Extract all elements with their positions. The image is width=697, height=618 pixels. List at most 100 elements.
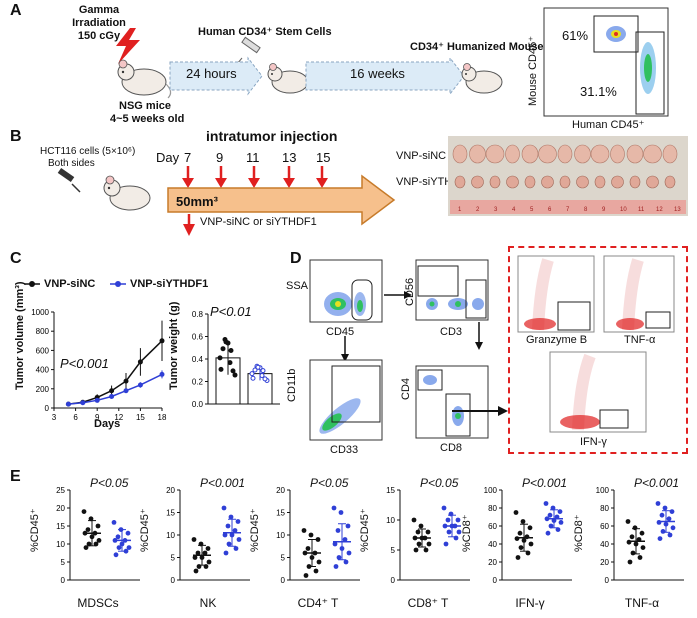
d-cd11b: CD11b (286, 368, 298, 402)
panel-label-a: A (10, 2, 22, 19)
data-point (217, 355, 223, 361)
y-tick-label: 20 (488, 558, 497, 567)
data-point (527, 525, 533, 531)
data-point (137, 382, 143, 388)
data-point (336, 555, 342, 560)
data-point (515, 555, 521, 560)
day-label: Day (156, 150, 180, 165)
arrow-d3 (475, 322, 483, 350)
data-point (423, 547, 429, 553)
scatter-plot-4: %CD45⁺ P<0.05 CD8⁺ T 0 5 10 15 (359, 470, 478, 618)
data-point (525, 550, 531, 556)
y-tick-label: 20 (600, 558, 609, 567)
e-plot: 0 5 10 15 20 (276, 486, 360, 585)
e-plot: 0 20 40 60 80 100 (596, 486, 684, 585)
data-point (315, 537, 321, 542)
data-point (343, 559, 349, 565)
scatter-plot-2: %CD45⁺ P<0.001 NK 0 5 10 15 20 (139, 470, 258, 618)
data-point (342, 537, 348, 542)
timeline-arrow (167, 174, 396, 226)
y-tick-label: 40 (488, 540, 497, 549)
x-tick-label: 15 (136, 413, 145, 422)
tumor-nc (521, 144, 539, 164)
y-tick-label: 5 (391, 546, 396, 555)
tumor-nc (485, 144, 505, 164)
injection-arrows (182, 166, 328, 188)
e-plot: 0 5 10 15 20 (166, 486, 250, 585)
data-point (249, 371, 255, 377)
line-ylabel: Tumor volume (mm³) (14, 281, 26, 390)
e-xlabel: NK (199, 596, 217, 610)
data-point (123, 388, 129, 394)
line-pval: P<0.001 (60, 356, 109, 371)
e-ylabel: %CD45⁺ (139, 508, 151, 552)
panel-label-d: D (290, 250, 302, 267)
tumor-nc (557, 144, 573, 164)
data-point (236, 537, 242, 542)
d-ifn: IFN-γ (580, 436, 607, 448)
data-point (513, 510, 519, 515)
ruler-tick: 7 (566, 207, 570, 213)
tumor-si (646, 175, 659, 189)
day-13: 13 (282, 150, 297, 165)
data-point (345, 523, 351, 529)
tumor-si (664, 175, 676, 189)
x-tick-label: 18 (158, 413, 167, 422)
data-point (548, 523, 554, 529)
ruler: 1 2 3 4 5 6 7 8 9 10 11 12 13 (458, 207, 681, 213)
data-point (517, 530, 523, 536)
data-point (415, 529, 421, 535)
tumor-si (506, 175, 519, 189)
y-tick-label: 0 (605, 576, 610, 585)
data-point (520, 519, 526, 524)
y-tick-label: 0.6 (192, 333, 204, 342)
d-cd56: CD56 (404, 277, 416, 306)
data-point (221, 505, 227, 511)
data-point (346, 550, 352, 556)
data-point (443, 541, 449, 547)
e-plot: 0 5 10 15 20 25 (56, 486, 140, 585)
y-tick-label: 20 (276, 486, 285, 495)
tumor-si (454, 175, 466, 189)
panel-e: %CD45⁺ P<0.05 MDSCs 0 5 10 15 20 25 %CD45⁺ P<0.001… (0, 470, 697, 618)
data-point (331, 505, 337, 511)
data-point (416, 541, 422, 547)
panel-label-b: B (10, 128, 22, 145)
mouse-icon-3 (461, 63, 503, 94)
data-point (305, 546, 311, 551)
e-pval: P<0.001 (200, 476, 246, 490)
data-point (233, 546, 239, 551)
y-tick-label: 25 (56, 486, 65, 495)
e-xlabel: CD4⁺ T (297, 596, 339, 610)
e-plot: 0 20 40 60 80 100 (484, 486, 572, 585)
d-cd33: CD33 (330, 444, 359, 456)
flow-a-pct-bottom: 31.1% (580, 84, 617, 99)
cytokine-box (508, 246, 688, 454)
data-point (193, 568, 199, 574)
ruler-tick: 2 (476, 207, 480, 213)
y-tick-label: 0 (281, 576, 286, 585)
y-tick-label: 20 (56, 504, 65, 513)
flow-plot-gzmb (517, 255, 595, 333)
data-point (96, 538, 102, 543)
y-tick-label: 10 (56, 540, 65, 549)
time2-label: 16 weeks (350, 66, 405, 81)
data-point (456, 529, 462, 535)
y-tick-label: 20 (166, 486, 175, 495)
data-point (301, 528, 307, 533)
line-xlabel: Days (94, 418, 121, 430)
data-point (115, 534, 121, 540)
data-point (625, 519, 631, 524)
data-point (230, 368, 236, 374)
gamma-text: Gamma Irradiation 150 cGy (72, 4, 126, 42)
data-point (227, 360, 233, 366)
y-tick-label: 15 (276, 509, 285, 518)
y-tick-label: 0 (391, 576, 396, 585)
d-cd8: CD8 (440, 442, 463, 454)
treatment-arrow (183, 214, 195, 236)
data-point (159, 338, 165, 344)
data-point (83, 545, 89, 550)
data-point (656, 520, 662, 525)
mouse-icon-2 (267, 63, 309, 94)
e-xlabel: TNF-α (624, 596, 660, 610)
